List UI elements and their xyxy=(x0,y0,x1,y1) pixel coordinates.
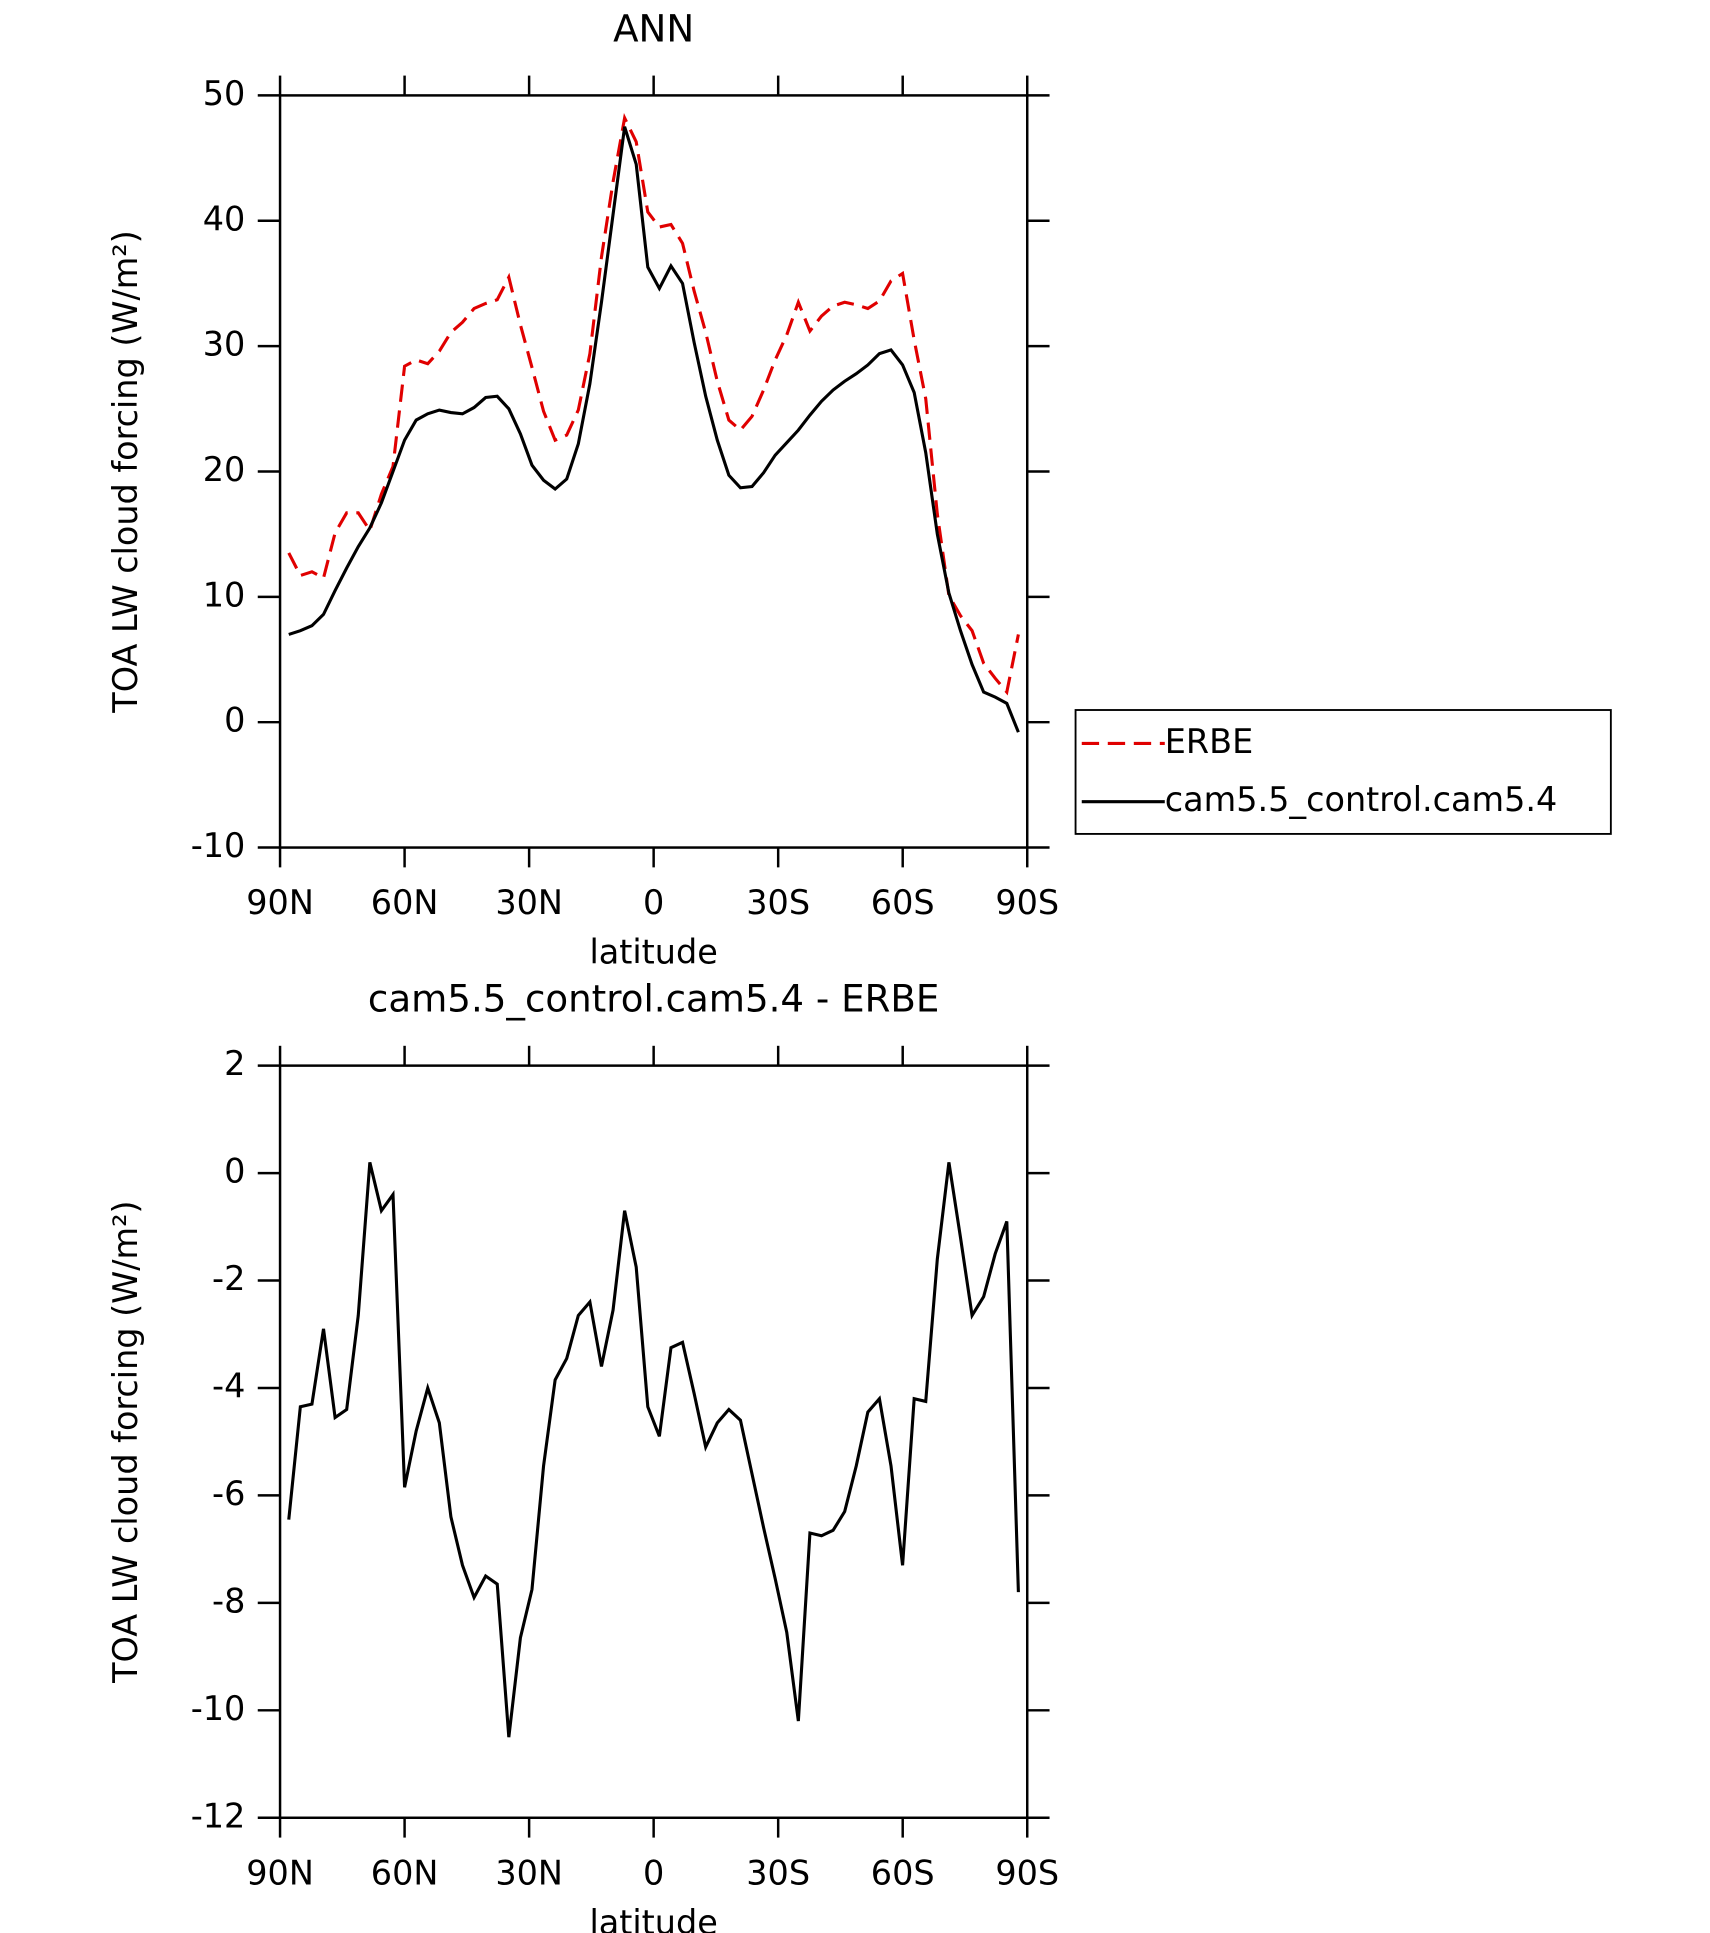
x-tick-label: 30N xyxy=(495,1853,563,1892)
chart-title: ANN xyxy=(613,6,694,50)
chart-title: cam5.5_control.cam5.4 - ERBE xyxy=(368,977,939,1021)
y-axis-label: TOA LW cloud forcing (W/m²) xyxy=(106,230,145,713)
y-tick-label: 20 xyxy=(203,450,246,489)
y-tick-label: 2 xyxy=(224,1044,245,1083)
y-axis-label: TOA LW cloud forcing (W/m²) xyxy=(106,1200,145,1683)
x-tick-label: 60S xyxy=(871,883,935,922)
y-tick-label: -10 xyxy=(191,1689,246,1728)
legend-label: ERBE xyxy=(1165,722,1253,761)
y-tick-label: 0 xyxy=(224,701,245,740)
x-tick-label: 90S xyxy=(995,1853,1059,1892)
x-tick-label: 0 xyxy=(643,883,664,922)
y-tick-label: 40 xyxy=(203,199,246,238)
y-tick-label: -12 xyxy=(191,1796,246,1835)
x-tick-label: 90N xyxy=(246,1853,314,1892)
y-tick-label: 50 xyxy=(203,74,246,113)
y-tick-label: -8 xyxy=(212,1581,245,1620)
x-tick-label: 90S xyxy=(995,883,1059,922)
y-tick-label: -4 xyxy=(212,1366,245,1405)
y-tick-label: 30 xyxy=(203,325,246,364)
y-tick-label: -10 xyxy=(191,826,246,865)
data-line xyxy=(287,1161,1020,1738)
x-tick-label: 0 xyxy=(643,1853,664,1892)
x-tick-label: 60N xyxy=(371,1853,439,1892)
x-tick-label: 90N xyxy=(246,883,314,922)
x-tick-label: 30S xyxy=(746,883,810,922)
data-line xyxy=(288,126,1020,733)
legend-label: cam5.5_control.cam5.4 xyxy=(1165,780,1558,819)
x-tick-label: 60N xyxy=(371,883,439,922)
x-axis-label: latitude xyxy=(590,1903,718,1933)
y-tick-label: -2 xyxy=(212,1259,245,1298)
x-tick-label: 30S xyxy=(746,1853,810,1892)
x-axis-label: latitude xyxy=(590,933,718,972)
y-tick-label: -6 xyxy=(212,1474,245,1513)
x-tick-label: 30N xyxy=(495,883,563,922)
legend-box xyxy=(1074,709,1612,835)
x-tick-label: 60S xyxy=(871,1853,935,1892)
data-line xyxy=(287,113,1020,696)
y-tick-label: 0 xyxy=(224,1152,245,1191)
plot-frame xyxy=(278,1064,1029,1820)
y-tick-label: 10 xyxy=(203,575,246,614)
